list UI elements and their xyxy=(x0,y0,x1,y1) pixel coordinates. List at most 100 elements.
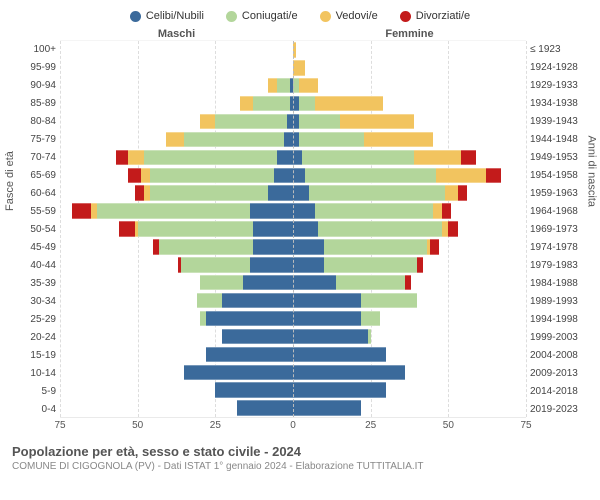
male-half xyxy=(60,275,293,290)
female-half xyxy=(293,96,526,111)
bar-segment xyxy=(150,168,274,183)
bar-segment xyxy=(222,329,293,344)
bar-segment xyxy=(293,168,305,183)
bar-segment xyxy=(72,203,91,218)
male-half xyxy=(60,365,293,380)
bar-segment xyxy=(253,239,293,254)
female-half xyxy=(293,42,526,57)
bar-segment xyxy=(293,60,305,75)
x-tick: 25 xyxy=(210,420,221,431)
header-male: Maschi xyxy=(60,28,293,40)
female-half xyxy=(293,132,526,147)
birth-tick: 1934-1938 xyxy=(530,94,588,112)
x-tick: 0 xyxy=(290,420,296,431)
plot-area: Fasce di età 100+95-9990-9485-8980-8475-… xyxy=(12,40,588,418)
legend-item: Coniugati/e xyxy=(226,10,298,22)
age-tick: 45-49 xyxy=(12,238,56,256)
legend-label: Divorziati/e xyxy=(416,10,470,22)
age-tick: 35-39 xyxy=(12,274,56,292)
bar-segment xyxy=(128,150,144,165)
female-half xyxy=(293,114,526,129)
bar-segment xyxy=(442,203,451,218)
female-half xyxy=(293,275,526,290)
bar-segment xyxy=(486,168,502,183)
birth-tick: 1924-1928 xyxy=(530,58,588,76)
x-tick: 25 xyxy=(365,420,376,431)
age-tick: 10-14 xyxy=(12,364,56,382)
bar-segment xyxy=(293,311,361,326)
bar-segment xyxy=(436,168,486,183)
bar-segment xyxy=(200,114,216,129)
age-tick: 65-69 xyxy=(12,166,56,184)
bar-segment xyxy=(340,114,415,129)
age-tick: 75-79 xyxy=(12,130,56,148)
birth-tick: 1994-1998 xyxy=(530,310,588,328)
birth-tick: 1999-2003 xyxy=(530,328,588,346)
bar-segment xyxy=(458,185,467,200)
birth-tick: 1944-1948 xyxy=(530,130,588,148)
female-half xyxy=(293,293,526,308)
bar-segment xyxy=(417,257,423,272)
bar-segment xyxy=(250,257,293,272)
male-half xyxy=(60,221,293,236)
age-tick: 40-44 xyxy=(12,256,56,274)
male-half xyxy=(60,78,293,93)
female-half xyxy=(293,78,526,93)
age-tick: 50-54 xyxy=(12,220,56,238)
bar-segment xyxy=(433,203,442,218)
male-half xyxy=(60,311,293,326)
center-line xyxy=(293,41,294,417)
birth-tick: 1929-1933 xyxy=(530,76,588,94)
bar-segment xyxy=(364,132,432,147)
birth-tick: 1969-1973 xyxy=(530,220,588,238)
male-half xyxy=(60,185,293,200)
birth-tick: 2009-2013 xyxy=(530,364,588,382)
female-half xyxy=(293,239,526,254)
female-half xyxy=(293,185,526,200)
male-half xyxy=(60,114,293,129)
legend-swatch xyxy=(400,11,411,22)
bar-segment xyxy=(293,329,368,344)
age-tick: 5-9 xyxy=(12,382,56,400)
legend-item: Vedovi/e xyxy=(320,10,378,22)
bar-segment xyxy=(293,347,386,362)
age-axis: 100+95-9990-9485-8980-8475-7970-7465-696… xyxy=(12,40,60,418)
x-tick: 50 xyxy=(443,420,454,431)
bar-segment xyxy=(206,311,293,326)
birth-tick: 2004-2008 xyxy=(530,346,588,364)
birth-tick: 1949-1953 xyxy=(530,148,588,166)
female-half xyxy=(293,382,526,397)
age-tick: 25-29 xyxy=(12,310,56,328)
age-tick: 95-99 xyxy=(12,58,56,76)
female-half xyxy=(293,329,526,344)
bar-segment xyxy=(274,168,293,183)
legend-swatch xyxy=(320,11,331,22)
bar-segment xyxy=(445,185,457,200)
age-tick: 85-89 xyxy=(12,94,56,112)
y-axis-left-title: Fasce di età xyxy=(4,151,16,211)
female-half xyxy=(293,311,526,326)
bar-segment xyxy=(215,114,286,129)
male-half xyxy=(60,329,293,344)
bar-segment xyxy=(181,257,249,272)
bar-segment xyxy=(461,150,477,165)
birth-tick: 1979-1983 xyxy=(530,256,588,274)
bar-segment xyxy=(293,221,318,236)
bar-segment xyxy=(293,257,324,272)
bar-segment xyxy=(293,293,361,308)
bar-segment xyxy=(197,293,222,308)
bar-segment xyxy=(299,96,315,111)
birth-tick: 2014-2018 xyxy=(530,382,588,400)
bar-segment xyxy=(293,185,309,200)
bar-segment xyxy=(414,150,461,165)
age-tick: 0-4 xyxy=(12,400,56,418)
bar-segment xyxy=(268,78,277,93)
bar-segment xyxy=(253,221,293,236)
bar-segment xyxy=(293,382,386,397)
legend-item: Divorziati/e xyxy=(400,10,470,22)
male-half xyxy=(60,132,293,147)
bar-segment xyxy=(368,329,371,344)
male-half xyxy=(60,168,293,183)
bar-segment xyxy=(324,239,427,254)
female-half xyxy=(293,203,526,218)
